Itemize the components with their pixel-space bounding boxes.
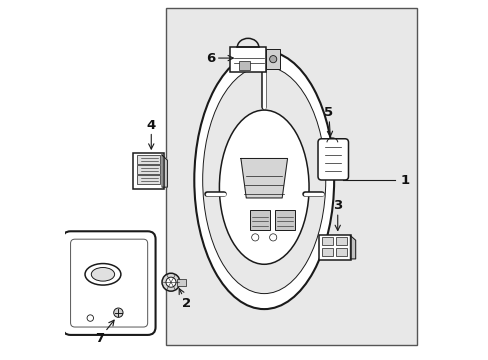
Circle shape: [251, 234, 258, 241]
Circle shape: [162, 273, 180, 291]
Text: 2: 2: [179, 289, 190, 310]
Bar: [335, 248, 346, 256]
Polygon shape: [162, 155, 167, 187]
Polygon shape: [241, 158, 287, 198]
Circle shape: [114, 308, 123, 318]
Bar: [165, 8, 416, 345]
FancyBboxPatch shape: [133, 153, 163, 189]
Bar: [322, 237, 332, 245]
Circle shape: [165, 277, 176, 287]
Bar: [322, 248, 332, 256]
Ellipse shape: [202, 66, 325, 294]
Bar: [239, 61, 249, 70]
Bar: [177, 279, 186, 286]
FancyBboxPatch shape: [137, 175, 160, 184]
FancyBboxPatch shape: [62, 231, 155, 335]
Text: 1: 1: [400, 174, 409, 186]
Text: 5: 5: [324, 106, 333, 136]
Text: 3: 3: [332, 199, 342, 230]
Circle shape: [269, 55, 276, 63]
Circle shape: [269, 234, 276, 241]
Ellipse shape: [85, 264, 121, 285]
Bar: [249, 211, 269, 230]
Ellipse shape: [194, 51, 333, 309]
FancyBboxPatch shape: [317, 139, 348, 180]
Text: 7: 7: [95, 320, 114, 345]
Polygon shape: [349, 235, 355, 259]
Ellipse shape: [219, 110, 308, 264]
FancyBboxPatch shape: [137, 155, 160, 164]
Bar: [265, 49, 280, 69]
FancyBboxPatch shape: [137, 165, 160, 174]
Bar: [230, 47, 265, 72]
Text: 4: 4: [146, 118, 156, 149]
Ellipse shape: [91, 267, 114, 281]
FancyBboxPatch shape: [318, 234, 351, 260]
Text: 6: 6: [206, 51, 233, 64]
Bar: [335, 237, 346, 245]
Bar: [274, 211, 294, 230]
Circle shape: [87, 315, 93, 321]
